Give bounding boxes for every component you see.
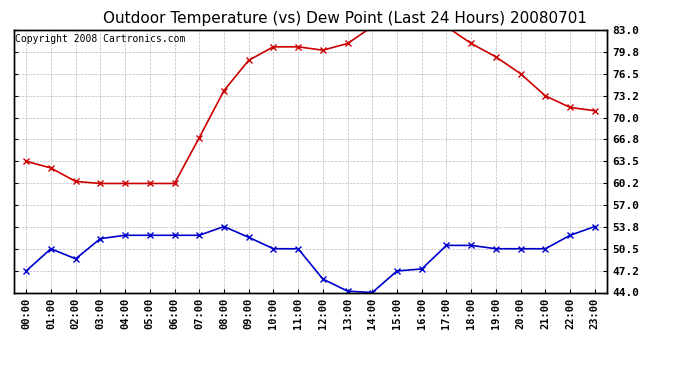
Text: Copyright 2008 Cartronics.com: Copyright 2008 Cartronics.com <box>15 34 186 44</box>
Text: Outdoor Temperature (vs) Dew Point (Last 24 Hours) 20080701: Outdoor Temperature (vs) Dew Point (Last… <box>103 11 587 26</box>
